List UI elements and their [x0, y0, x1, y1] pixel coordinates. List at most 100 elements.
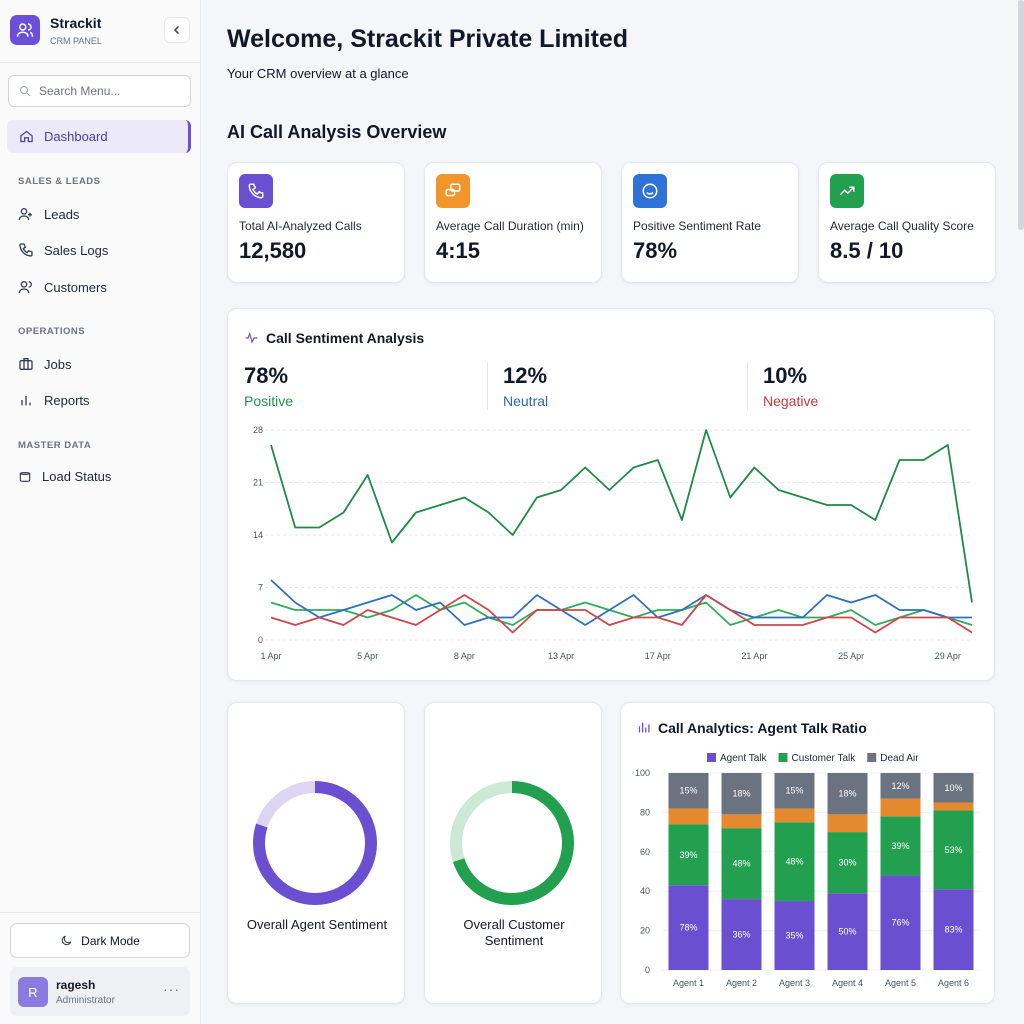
- card-title: Overall Agent Sentiment: [246, 917, 388, 932]
- segment-label: 12%: [891, 781, 909, 791]
- legend-label: Dead Air: [880, 753, 919, 764]
- bar-segment: [880, 798, 921, 817]
- divider: [747, 362, 748, 410]
- bar-segment: [827, 832, 868, 894]
- nav-label: Leads: [44, 206, 80, 222]
- brand: Strackit: [50, 15, 102, 31]
- section-title: AI Call Analysis Overview: [227, 122, 447, 142]
- divider: [0, 62, 200, 63]
- x-tick-label: 25 Apr: [838, 651, 864, 661]
- search-box[interactable]: Search Menu...: [8, 75, 191, 107]
- nav-item[interactable]: Reports: [18, 392, 90, 408]
- stat-label: Negative: [763, 393, 819, 409]
- bar-segment: [774, 901, 815, 970]
- card-title: Call Sentiment Analysis: [266, 330, 425, 346]
- bar-segment: [721, 828, 762, 900]
- bar-segment: [933, 773, 974, 803]
- bar-segment: [827, 893, 868, 970]
- y-tick-label: 0: [645, 965, 650, 975]
- bar-segment: [721, 773, 762, 815]
- y-tick-label: 100: [635, 768, 650, 778]
- nav-label: Reports: [44, 392, 90, 408]
- more-menu[interactable]: ···: [163, 981, 180, 997]
- segment-label: 83%: [944, 925, 962, 935]
- y-tick-label: 60: [640, 847, 650, 857]
- nav-item-active[interactable]: Dashboard: [7, 120, 191, 153]
- scrollbar[interactable]: [1018, 0, 1024, 230]
- nav-label: Load Status: [42, 469, 112, 484]
- bar-segment: [933, 889, 974, 970]
- y-tick-label: 7: [258, 583, 263, 593]
- card-title: Overall Customer Sentiment: [463, 917, 565, 948]
- kpi-label: Average Call Quality Score: [830, 219, 974, 233]
- nav-item[interactable]: Sales Logs: [18, 242, 108, 258]
- dark-mode-button[interactable]: Dark Mode: [10, 923, 190, 958]
- nav-label: Jobs: [44, 356, 72, 372]
- segment-label: 39%: [679, 850, 697, 860]
- bar-segment: [933, 810, 974, 890]
- kpi-label: Total AI-Analyzed Calls: [239, 219, 362, 233]
- bar-segment: [774, 822, 815, 902]
- card-title: Call Analytics: Agent Talk Ratio: [658, 720, 867, 736]
- x-tick-label: Agent 3: [779, 978, 810, 988]
- donut-chart: [253, 781, 377, 905]
- bar-segment: [827, 814, 868, 833]
- legend-label: Customer Talk: [792, 753, 857, 764]
- x-tick-label: Agent 2: [726, 978, 757, 988]
- segment-label: 10%: [944, 783, 962, 793]
- x-tick-label: 8 Apr: [454, 651, 475, 661]
- segment-label: 30%: [838, 858, 856, 868]
- nav-section: MASTER DATA: [18, 440, 92, 451]
- nav-item[interactable]: Jobs: [18, 356, 71, 372]
- divider: [487, 362, 488, 410]
- segment-label: 15%: [785, 786, 803, 796]
- user-card[interactable]: R ragesh Administrator ···: [10, 967, 190, 1016]
- avatar: R: [18, 977, 48, 1007]
- kpi-icon: [239, 174, 273, 208]
- kpi-label: Average Call Duration (min): [436, 219, 584, 233]
- nav-label: Dashboard: [44, 129, 108, 144]
- line-chart: 0 7 14 21 28 1 Apr 5 Apr 8 Apr 13 Apr 17 Apr 21 Ap…: [253, 425, 973, 661]
- line-series: [270, 579, 972, 626]
- legend-swatch: [707, 753, 716, 762]
- bar-segment: [668, 885, 709, 970]
- x-tick-label: Agent 4: [832, 978, 863, 988]
- bar-segment: [721, 899, 762, 970]
- bar-segment: [827, 773, 868, 815]
- button-label: Dark Mode: [81, 933, 140, 948]
- nav-item[interactable]: Load Status: [18, 469, 111, 484]
- segment-label: 50%: [838, 927, 856, 937]
- donut-segment: [450, 781, 574, 905]
- legend-swatch: [867, 753, 877, 762]
- x-tick-label: Agent 1: [673, 978, 704, 988]
- y-tick-label: 20: [640, 926, 650, 936]
- nav-label: Sales Logs: [44, 242, 109, 258]
- stat-value: 12%: [503, 363, 548, 388]
- collapse-button[interactable]: [164, 17, 190, 43]
- sidebar: Strackit CRM PANEL Search Menu... Dashbo…: [0, 0, 201, 1024]
- bar-segment: [668, 808, 709, 825]
- nav-item[interactable]: Leads: [18, 206, 79, 222]
- segment-label: 78%: [679, 923, 697, 933]
- donut-segment: [253, 781, 377, 905]
- y-tick-label: 14: [253, 530, 263, 540]
- brand-sub: CRM PANEL: [50, 36, 102, 46]
- kpi-card: Positive Sentiment Rate 78%: [621, 162, 799, 283]
- segment-label: 35%: [785, 931, 803, 941]
- legend-label: Agent Talk: [720, 753, 768, 764]
- divider: [0, 912, 200, 913]
- kpi-value: 8.5 / 10: [830, 238, 904, 263]
- kpi-icon: [633, 174, 667, 208]
- nav-item[interactable]: Customers: [18, 279, 107, 295]
- line-series: [270, 594, 973, 634]
- kpi-icon: [436, 174, 470, 208]
- y-tick-label: 0: [258, 635, 263, 645]
- segment-label: 18%: [838, 789, 856, 799]
- segment-label: 15%: [679, 786, 697, 796]
- x-tick-label: 1 Apr: [260, 651, 281, 661]
- kpi-value: 78%: [633, 238, 678, 263]
- y-tick-label: 21: [253, 478, 263, 488]
- kpi-card: Total AI-Analyzed Calls 12,580: [227, 162, 405, 283]
- x-tick-label: 13 Apr: [548, 651, 574, 661]
